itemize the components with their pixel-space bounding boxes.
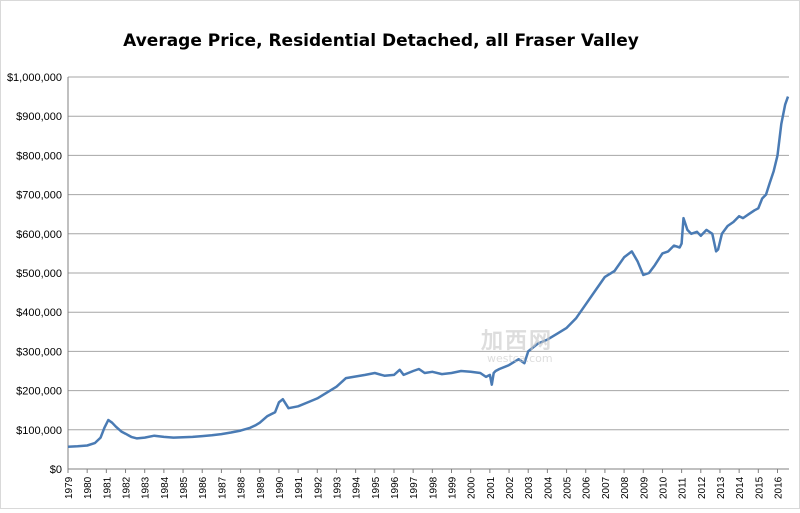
x-tick-label: 1992 xyxy=(313,476,324,499)
x-tick-label: 2011 xyxy=(678,477,689,499)
x-tick-label: 2000 xyxy=(467,476,478,499)
x-axis-ticks: 1979 1980 1981 1982 1983 1984 1985 1986 1987 1988… xyxy=(64,469,784,499)
y-tick-label: $0 xyxy=(50,464,62,476)
x-tick-label: 1988 xyxy=(237,476,248,499)
x-tick-label: 1996 xyxy=(390,476,401,499)
y-tick-label: $300,000 xyxy=(16,346,62,358)
x-tick-label: 2015 xyxy=(754,476,765,499)
y-tick-label: $100,000 xyxy=(16,425,62,437)
series xyxy=(67,96,790,448)
watermark-sub-text: westca.com xyxy=(487,352,553,365)
x-tick-label: 2016 xyxy=(773,476,784,499)
x-tick-label: 1985 xyxy=(179,476,190,499)
x-tick-label: 2006 xyxy=(582,476,593,499)
x-tick-label: 2012 xyxy=(697,476,708,499)
x-tick-label: 1982 xyxy=(122,476,133,499)
x-tick-label: 2007 xyxy=(601,476,612,499)
x-tick-label: 2009 xyxy=(639,476,650,499)
x-tick-label: 2005 xyxy=(563,476,574,499)
x-tick-label: 2008 xyxy=(620,476,631,499)
y-tick-label: $1,000,000 xyxy=(7,72,62,84)
y-tick-label: $900,000 xyxy=(16,111,62,123)
x-tick-label: 2001 xyxy=(486,476,497,499)
x-tick-label: 1984 xyxy=(160,476,171,499)
y-tick-label: $600,000 xyxy=(16,229,62,241)
y-tick-label: $800,000 xyxy=(16,150,62,162)
x-tick-label: 1991 xyxy=(294,476,305,499)
x-tick-label: 2010 xyxy=(658,476,669,499)
chart-title: Average Price, Residential Detached, all… xyxy=(123,31,639,51)
x-tick-label: 1997 xyxy=(409,476,420,499)
gridlines xyxy=(68,76,789,470)
y-tick-label: $500,000 xyxy=(16,268,62,280)
x-tick-label: 2004 xyxy=(543,476,554,499)
y-tick-label: $200,000 xyxy=(16,386,62,398)
watermark-main-text: 加西网 xyxy=(481,329,554,354)
x-tick-label: 1981 xyxy=(102,476,113,499)
series-line-0 xyxy=(67,96,790,448)
x-tick-label: 2013 xyxy=(716,476,727,499)
x-tick-label: 1987 xyxy=(217,476,228,499)
y-axis-ticks: $0 $100,000 $200,000 $300,000 $400,000 $500,0… xyxy=(7,72,62,476)
x-tick-label: 2003 xyxy=(524,476,535,499)
x-tick-label: 1989 xyxy=(256,476,267,499)
x-tick-label: 1993 xyxy=(332,476,343,499)
y-tick-label: $700,000 xyxy=(16,190,62,202)
x-tick-label: 2002 xyxy=(505,476,516,499)
x-tick-label: 1983 xyxy=(141,476,152,499)
x-tick-label: 1999 xyxy=(448,476,459,499)
x-tick-label: 1998 xyxy=(428,476,439,499)
x-tick-label: 1995 xyxy=(371,476,382,499)
y-tick-label: $400,000 xyxy=(16,307,62,319)
watermark-logo: 加西网 westca.com xyxy=(481,331,591,371)
x-tick-label: 1990 xyxy=(275,476,286,499)
x-tick-label: 1986 xyxy=(198,476,209,499)
x-tick-label: 1980 xyxy=(83,476,94,499)
x-tick-label: 1979 xyxy=(64,476,75,499)
x-tick-label: 2014 xyxy=(735,476,746,499)
x-tick-label: 1994 xyxy=(352,476,363,499)
